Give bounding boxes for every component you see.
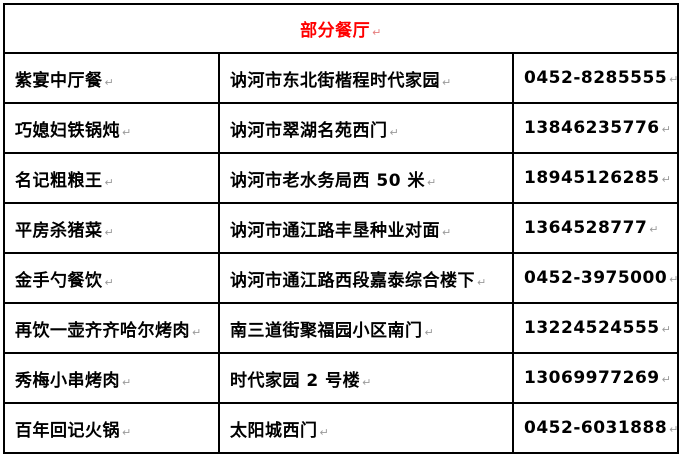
- phone-cell: 0452-8285555 ↵: [512, 52, 679, 104]
- phone-number: 1364528777: [524, 218, 648, 238]
- restaurant-name-cell: 再饮一壶齐齐哈尔烤肉 ↵: [3, 302, 220, 354]
- table-title-row: 部分餐厅 ↵: [3, 3, 679, 54]
- paragraph-mark: ↵: [319, 425, 330, 439]
- address-cell: 讷河市通江路丰垦种业对面 ↵: [218, 202, 514, 254]
- paragraph-mark: ↵: [669, 273, 678, 286]
- paragraph-mark: ↵: [362, 375, 372, 389]
- address-cell: 讷河市翠湖名苑西门 ↵: [218, 102, 514, 154]
- table-row: 金手勺餐饮 ↵ 讷河市通江路西段嘉泰综合楼下 ↵ 0452-3975000 ↵: [3, 252, 679, 304]
- paragraph-mark: ↵: [661, 123, 672, 136]
- paragraph-mark: ↵: [661, 173, 672, 186]
- phone-cell: 1364528777 ↵: [512, 202, 679, 254]
- address-cell: 讷河市东北街楷程时代家园 ↵: [218, 52, 514, 104]
- restaurant-name-cell: 金手勺餐饮 ↵: [3, 252, 220, 304]
- table-row: 巧媳妇铁锅炖 ↵ 讷河市翠湖名苑西门 ↵ 13846235776 ↵: [3, 102, 679, 154]
- paragraph-mark: ↵: [442, 225, 452, 239]
- restaurant-name-cell: 平房杀猪菜 ↵: [3, 202, 220, 254]
- table-title-cell: 部分餐厅 ↵: [3, 3, 679, 54]
- address-cell: 太阳城西门 ↵: [218, 402, 514, 454]
- restaurant-name-cell: 名记粗粮王 ↵: [3, 152, 220, 204]
- phone-cell: 13224524555 ↵: [512, 302, 679, 354]
- paragraph-mark: ↵: [104, 225, 115, 239]
- table-row: 平房杀猪菜 ↵ 讷河市通江路丰垦种业对面 ↵ 1364528777 ↵: [3, 202, 679, 254]
- paragraph-mark: ↵: [649, 223, 660, 236]
- restaurant-name: 再饮一壶齐齐哈尔烤肉: [15, 320, 190, 341]
- restaurant-name-cell: 巧媳妇铁锅炖 ↵: [3, 102, 220, 154]
- restaurant-name: 平房杀猪菜: [15, 220, 103, 241]
- phone-number: 0452-6031888: [524, 418, 668, 438]
- phone-number: 0452-8285555: [524, 68, 668, 88]
- restaurant-name: 巧媳妇铁锅炖: [15, 120, 120, 141]
- restaurant-table: 部分餐厅 ↵ 紫宴中厅餐 ↵ 讷河市东北街楷程时代家园 ↵ 0452-8285555 ↵…: [3, 3, 679, 454]
- paragraph-mark: ↵: [669, 73, 678, 86]
- address: 讷河市翠湖名苑西门: [230, 120, 388, 141]
- address-cell: 讷河市老水务局西 50 米 ↵: [218, 152, 514, 204]
- paragraph-mark: ↵: [424, 325, 435, 339]
- restaurant-name: 紫宴中厅餐: [15, 70, 103, 91]
- paragraph-mark: ↵: [669, 423, 678, 436]
- paragraph-mark: ↵: [104, 275, 115, 289]
- phone-number: 18945126285: [524, 168, 660, 188]
- paragraph-mark: ↵: [389, 125, 400, 139]
- address: 讷河市东北街楷程时代家园: [230, 70, 440, 91]
- paragraph-mark: ↵: [442, 75, 452, 89]
- paragraph-mark: ↵: [104, 75, 115, 89]
- restaurant-name: 名记粗粮王: [15, 170, 103, 191]
- phone-cell: 13069977269 ↵: [512, 352, 679, 404]
- paragraph-mark: ↵: [192, 325, 202, 339]
- restaurant-name: 秀梅小串烤肉: [15, 370, 120, 391]
- address: 太阳城西门: [230, 420, 318, 441]
- address: 时代家园 2 号楼: [230, 370, 361, 391]
- paragraph-mark: ↵: [661, 373, 672, 386]
- phone-cell: 13846235776 ↵: [512, 102, 679, 154]
- restaurant-name-cell: 百年回记火锅 ↵: [3, 402, 220, 454]
- address: 讷河市通江路丰垦种业对面: [230, 220, 440, 241]
- paragraph-mark: ↵: [372, 26, 382, 39]
- restaurant-name: 金手勺餐饮: [15, 270, 103, 291]
- phone-cell: 18945126285 ↵: [512, 152, 679, 204]
- address: 讷河市通江路西段嘉泰综合楼下: [230, 270, 475, 291]
- table-row: 百年回记火锅 ↵ 太阳城西门 ↵ 0452-6031888 ↵: [3, 402, 679, 454]
- table-row: 名记粗粮王 ↵ 讷河市老水务局西 50 米 ↵ 18945126285 ↵: [3, 152, 679, 204]
- table-row: 紫宴中厅餐 ↵ 讷河市东北街楷程时代家园 ↵ 0452-8285555 ↵: [3, 52, 679, 104]
- paragraph-mark: ↵: [477, 275, 487, 289]
- phone-number: 13069977269: [524, 368, 660, 388]
- paragraph-mark: ↵: [122, 375, 132, 389]
- restaurant-name-cell: 秀梅小串烤肉 ↵: [3, 352, 220, 404]
- phone-number: 13224524555: [524, 318, 660, 338]
- phone-number: 13846235776: [524, 118, 660, 138]
- address-cell: 时代家园 2 号楼 ↵: [218, 352, 514, 404]
- paragraph-mark: ↵: [122, 125, 132, 139]
- table-row: 秀梅小串烤肉 ↵ 时代家园 2 号楼 ↵ 13069977269 ↵: [3, 352, 679, 404]
- phone-cell: 0452-6031888 ↵: [512, 402, 679, 454]
- address: 南三道街聚福园小区南门: [230, 320, 423, 341]
- paragraph-mark: ↵: [104, 175, 115, 189]
- phone-cell: 0452-3975000 ↵: [512, 252, 679, 304]
- address-cell: 讷河市通江路西段嘉泰综合楼下 ↵: [218, 252, 514, 304]
- address: 讷河市老水务局西 50 米: [230, 170, 425, 191]
- table-row: 再饮一壶齐齐哈尔烤肉 ↵ 南三道街聚福园小区南门 ↵ 13224524555 ↵: [3, 302, 679, 354]
- restaurant-name-cell: 紫宴中厅餐 ↵: [3, 52, 220, 104]
- address-cell: 南三道街聚福园小区南门 ↵: [218, 302, 514, 354]
- restaurant-name: 百年回记火锅: [15, 420, 120, 441]
- table-title: 部分餐厅: [300, 21, 371, 41]
- phone-number: 0452-3975000: [524, 268, 668, 288]
- paragraph-mark: ↵: [661, 323, 672, 336]
- paragraph-mark: ↵: [122, 425, 132, 439]
- paragraph-mark: ↵: [427, 175, 437, 189]
